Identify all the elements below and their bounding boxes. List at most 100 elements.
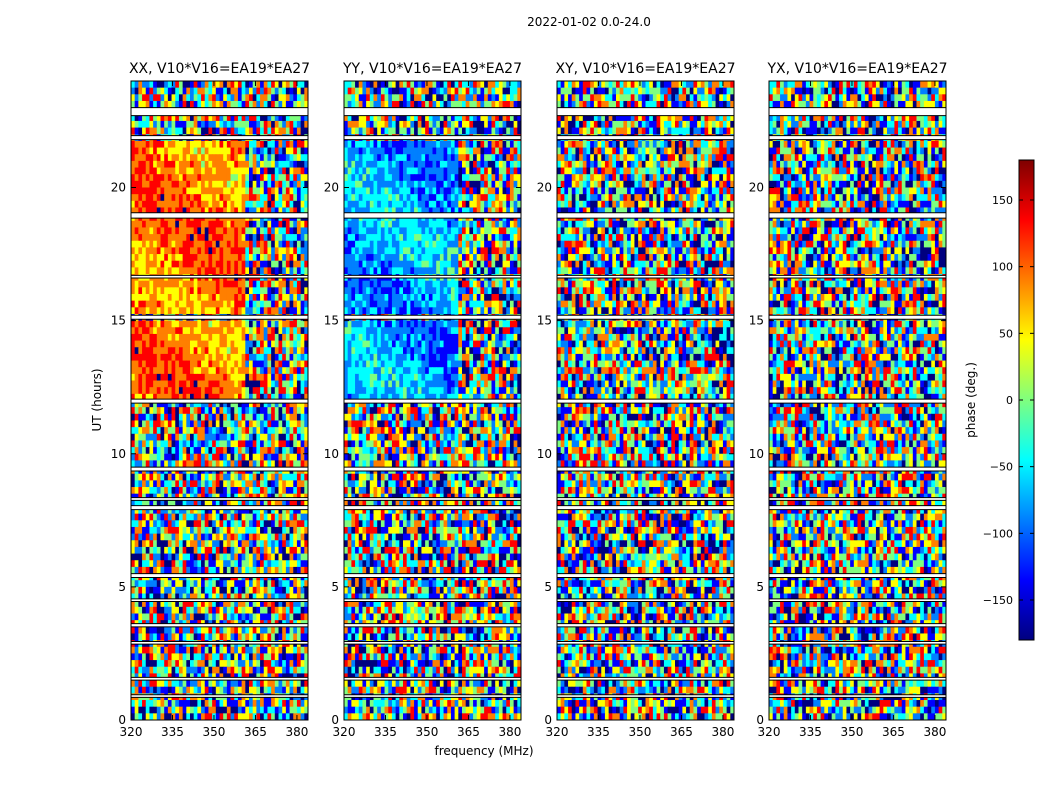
heatmap-cell (131, 327, 136, 335)
heatmap-cell (171, 546, 176, 554)
heatmap-cell (458, 100, 463, 109)
heatmap-cell (260, 633, 265, 641)
heatmap-cell (260, 686, 265, 694)
heatmap-cell (167, 200, 172, 208)
heatmap-cell (289, 580, 294, 588)
heatmap-cell (149, 487, 154, 495)
heatmap-cell (421, 114, 426, 122)
heatmap-cell (296, 227, 302, 235)
heatmap-cell (219, 81, 224, 89)
heatmap-cell (208, 94, 213, 102)
heatmap-cell (256, 267, 261, 275)
heatmap-cell (145, 194, 150, 202)
heatmap-cell (149, 633, 154, 641)
heatmap-cell (167, 613, 172, 621)
heatmap-cell (252, 393, 257, 401)
heatmap-cell (219, 87, 224, 95)
heatmap-cell (171, 300, 176, 308)
heatmap-cell (260, 114, 265, 122)
heatmap-cell (458, 94, 463, 102)
heatmap-cell (230, 660, 235, 668)
heatmap-cell (178, 526, 184, 535)
heatmap-cell (417, 100, 422, 109)
heatmap-cell (271, 167, 276, 175)
heatmap-cell (201, 666, 206, 674)
heatmap-cell (175, 533, 180, 541)
heatmap-cell (201, 420, 206, 428)
heatmap-cell (186, 280, 191, 288)
heatmap-cell (256, 147, 261, 155)
heatmap-cell (395, 87, 400, 95)
heatmap-cell (252, 94, 257, 102)
heatmap-cell (167, 234, 172, 242)
heatmap-cell (223, 526, 228, 535)
heatmap-cell (237, 686, 243, 694)
heatmap-cell (391, 120, 397, 128)
heatmap-cell (428, 81, 433, 89)
heatmap-cell (256, 220, 261, 228)
heatmap-cell (267, 460, 272, 468)
heatmap-cell (293, 167, 298, 175)
heatmap-cell (223, 120, 228, 128)
heatmap-cell (153, 680, 158, 688)
heatmap-cell (178, 294, 184, 302)
heatmap-cell (212, 373, 217, 381)
heatmap-cell (149, 460, 154, 468)
heatmap-cell (142, 140, 147, 148)
heatmap-cell (215, 234, 220, 242)
heatmap-cell (241, 586, 246, 594)
heatmap-cell (219, 706, 224, 714)
heatmap-cell (285, 593, 290, 601)
heatmap-cell (241, 460, 246, 468)
heatmap-cell (164, 686, 169, 694)
heatmap-cell (131, 307, 136, 315)
heatmap-cell (134, 227, 139, 235)
heatmap-cell (274, 220, 279, 228)
heatmap-cell (293, 407, 298, 415)
heatmap-cell (234, 287, 239, 295)
heatmap-cell (267, 327, 272, 335)
heatmap-cell (156, 706, 161, 714)
heatmap-cell (223, 593, 228, 601)
heatmap-cell (131, 533, 136, 541)
heatmap-cell (282, 267, 287, 275)
heatmap-cell (201, 100, 206, 109)
heatmap-cell (282, 546, 287, 554)
heatmap-cell (271, 580, 276, 588)
heatmap-cell (223, 546, 228, 554)
heatmap-cell (226, 300, 231, 308)
heatmap-cell (138, 606, 143, 614)
heatmap-cell (197, 540, 202, 548)
heatmap-cell (304, 167, 309, 175)
heatmap-cell (380, 87, 385, 95)
heatmap-cell (149, 540, 154, 548)
heatmap-cell (230, 380, 235, 388)
heatmap-cell (223, 154, 228, 162)
heatmap-cell (142, 593, 147, 601)
heatmap-cell (271, 187, 276, 195)
heatmap-cell (293, 626, 298, 634)
heatmap-cell (145, 500, 150, 508)
heatmap-cell (197, 387, 202, 395)
heatmap-cell (267, 154, 272, 162)
heatmap-cell (241, 247, 246, 255)
heatmap-cell (156, 167, 161, 175)
heatmap-cell (249, 593, 254, 601)
heatmap-cell (204, 120, 209, 128)
heatmap-cell (138, 127, 143, 135)
heatmap-cell (190, 520, 195, 528)
heatmap-cell (215, 533, 220, 541)
heatmap-cell (193, 400, 198, 408)
heatmap-cell (289, 626, 294, 634)
heatmap-cell (190, 194, 195, 202)
heatmap-cell (245, 500, 250, 508)
heatmap-cell (212, 187, 217, 195)
heatmap-cell (219, 227, 224, 235)
heatmap-cell (245, 167, 250, 175)
heatmap-cell (271, 300, 276, 308)
heatmap-cell (245, 160, 250, 168)
heatmap-cell (134, 546, 139, 554)
heatmap-cell (241, 234, 246, 242)
heatmap-cell (164, 546, 169, 554)
heatmap-cell (249, 194, 254, 202)
